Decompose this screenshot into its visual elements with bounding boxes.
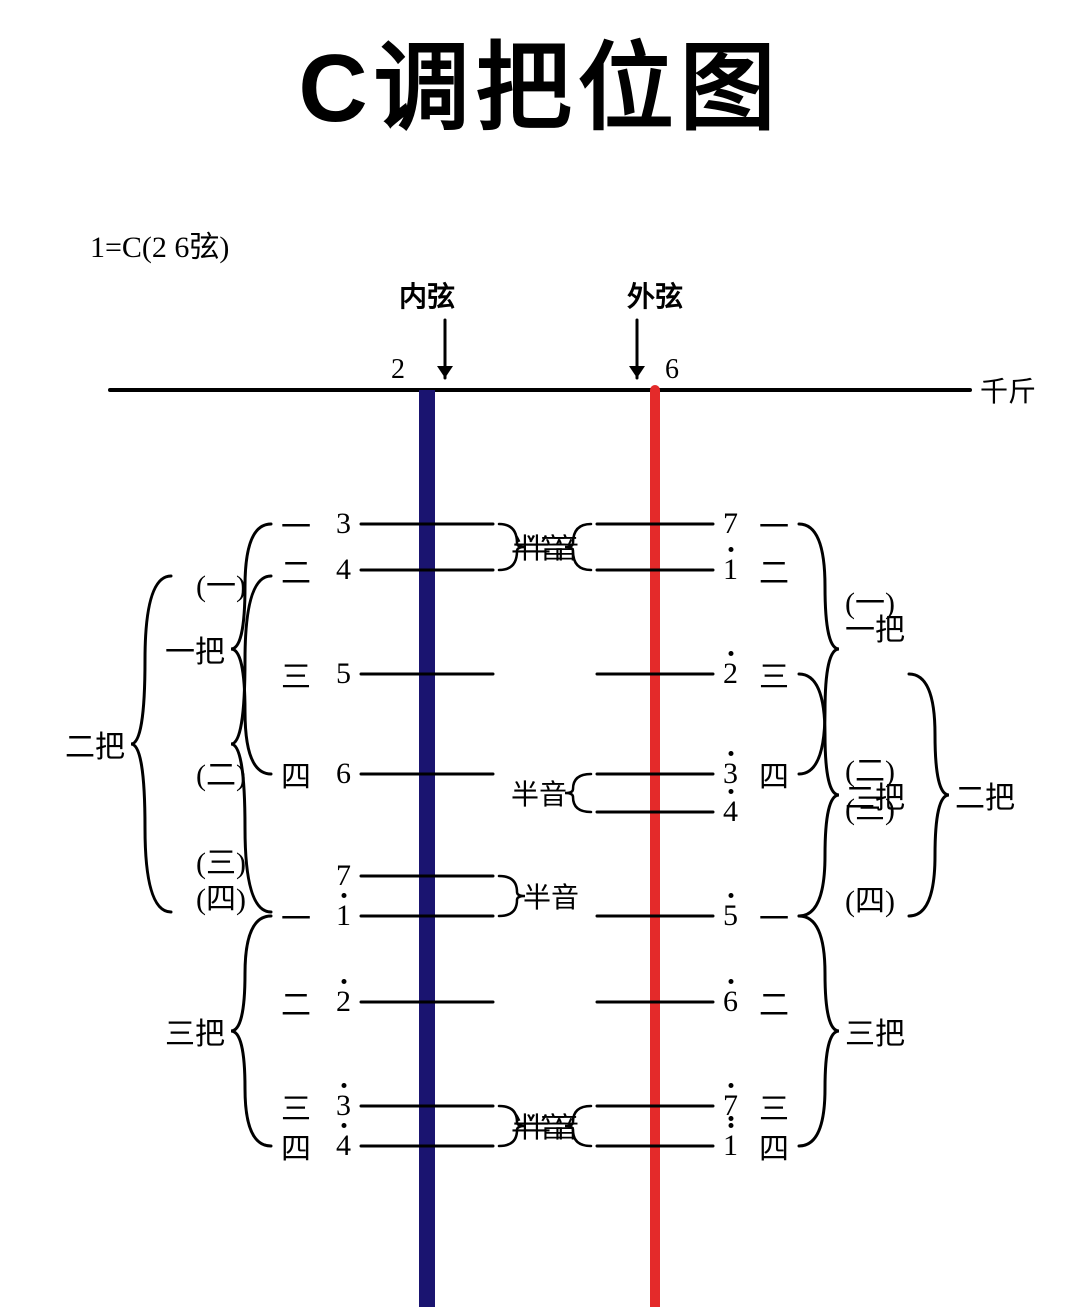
outer-note: 1 [723,553,738,587]
outer-note: 1 [723,1129,738,1163]
pos2-left: 二把 [65,722,125,766]
inner-note: 4 [336,1129,351,1163]
outer-finger: 四 [759,752,789,796]
half-label: 半音 [511,1106,567,1146]
outer-finger: 一 [759,894,789,938]
outer-note: 3 [723,757,738,791]
paren-left: (二) [196,750,246,794]
pos3-right: 三把 [845,1009,905,1053]
half-label: 半音 [523,876,579,916]
outer-string-label: 外弦 [627,275,683,315]
open-inner: 2 [391,354,405,386]
outer-finger: 二 [759,548,789,592]
inner-note: 5 [336,657,351,691]
half-label: 半音 [511,527,567,567]
open-outer: 6 [665,354,679,386]
outer-finger: 一 [759,502,789,546]
pos3-left: 三把 [165,1009,225,1053]
pos1-left: 一把 [165,627,225,671]
inner-note: 7 [336,859,351,893]
paren-right: (三) [845,784,895,828]
outer-note: 5 [723,899,738,933]
outer-note: 6 [723,985,738,1019]
outer-note: 7 [723,507,738,541]
paren-left: (一) [196,561,246,605]
outer-finger: 四 [759,1124,789,1168]
half-label: 半音 [511,773,567,813]
inner-finger: 三 [281,652,311,696]
inner-finger: 四 [281,752,311,796]
inner-finger: 四 [281,1124,311,1168]
inner-note: 2 [336,985,351,1019]
outer-finger: 二 [759,980,789,1024]
pos2-right-outer: 二把 [955,773,1015,817]
outer-note: 4 [723,795,738,829]
qianjin-label: 千斤 [980,370,1036,410]
inner-note: 4 [336,553,351,587]
inner-note: 3 [336,507,351,541]
inner-finger: 二 [281,548,311,592]
inner-finger: 一 [281,894,311,938]
outer-finger: 三 [759,1084,789,1128]
inner-finger: 一 [281,502,311,546]
inner-string-label: 内弦 [399,275,455,315]
paren-right: (四) [845,876,895,920]
diagram-stage: C调把位图 1=C(2 6弦) 千斤内弦外弦263一4二5三6四71一2二3三4… [0,0,1080,1307]
outer-finger: 三 [759,652,789,696]
inner-finger: 三 [281,1084,311,1128]
inner-note: 6 [336,757,351,791]
inner-note: 1 [336,899,351,933]
inner-note: 3 [336,1089,351,1123]
paren-left: (四) [196,874,246,918]
outer-note: 2 [723,657,738,691]
inner-finger: 二 [281,980,311,1024]
paren-right: (一) [845,578,895,622]
